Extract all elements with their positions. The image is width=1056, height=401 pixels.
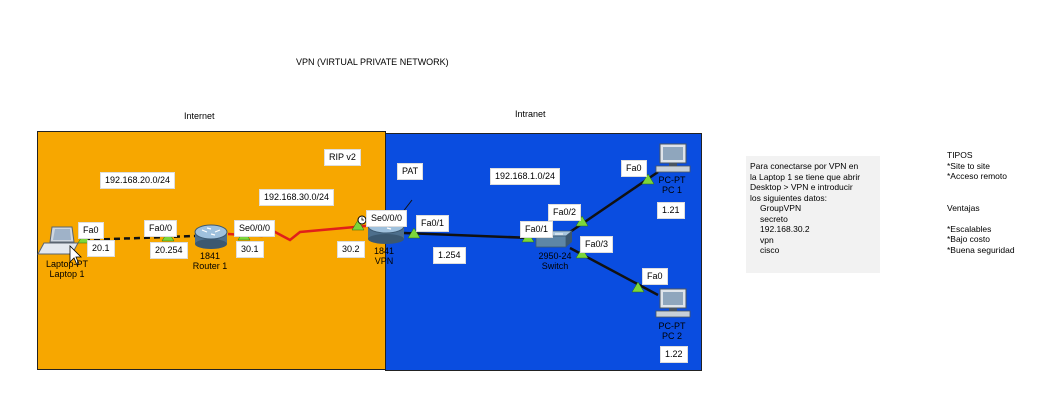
tipos-item: *Site to site — [947, 161, 1015, 172]
note-group-key: secreto — [750, 214, 876, 225]
device-model-vpn: 1841 — [364, 246, 404, 256]
ip-label-vpn-se: 30.2 — [337, 241, 365, 258]
ventajas-item: *Buena seguridad — [947, 245, 1015, 256]
ip-label-pc2: 1.22 — [660, 346, 688, 363]
port-label-sw-fa03: Fa0/3 — [580, 236, 613, 253]
vpn-types-advantages: TIPOS *Site to site *Acceso remoto Venta… — [947, 150, 1015, 255]
ip-label-pc1: 1.21 — [657, 202, 685, 219]
device-name-laptop: Laptop 1 — [42, 269, 92, 279]
port-label-sw-fa02: Fa0/2 — [548, 204, 581, 221]
ventajas-item: *Escalables — [947, 224, 1015, 235]
device-label-vpn: 1841 VPN — [364, 246, 404, 266]
device-name-pc2: PC 2 — [652, 331, 692, 341]
note-password: cisco — [750, 245, 876, 256]
note-line: Para conectarse por VPN en — [750, 161, 876, 172]
note-server-ip: 192.168.30.2 — [750, 224, 876, 235]
router1-icon[interactable] — [195, 225, 227, 249]
link-vpn-switch — [404, 233, 532, 238]
ip-label-r1-fa: 20.254 — [150, 242, 188, 259]
note-username: vpn — [750, 235, 876, 246]
spacer — [947, 213, 1015, 224]
ip-label-vpn-fa: 1.254 — [433, 247, 466, 264]
ventajas-title: Ventajas — [947, 203, 1015, 214]
port-label-laptop-fa0: Fa0 — [78, 222, 104, 239]
port-label-vpn-se000: Se0/0/0 — [366, 210, 407, 227]
device-type-pc2: PC-PT — [652, 321, 692, 331]
port-label-pc2-fa0: Fa0 — [642, 268, 668, 285]
network-label-192-168-30-0: 192.168.30.0/24 — [259, 189, 334, 206]
device-name-switch: Switch — [527, 261, 583, 271]
spacer — [947, 192, 1015, 203]
vpn-instructions-note: Para conectarse por VPN en la Laptop 1 s… — [746, 156, 880, 273]
device-label-router1: 1841 Router 1 — [185, 251, 235, 271]
clock-icon — [358, 216, 366, 224]
device-model-router1: 1841 — [185, 251, 235, 261]
network-label-192-168-20-0: 192.168.20.0/24 — [100, 172, 175, 189]
protocol-label-rip: RIP v2 — [324, 149, 361, 166]
ip-label-r1-se: 30.1 — [236, 241, 264, 258]
device-label-pc1: PC-PT PC 1 — [652, 175, 692, 195]
port-label-vpn-fa01: Fa0/1 — [416, 215, 449, 232]
pc1-icon[interactable] — [656, 144, 690, 172]
device-name-router1: Router 1 — [185, 261, 235, 271]
note-group-name: GroupVPN — [750, 203, 876, 214]
port-label-sw-fa01: Fa0/1 — [520, 221, 553, 238]
tipos-item: *Acceso remoto — [947, 171, 1015, 182]
device-label-switch: 2950-24 Switch — [527, 251, 583, 271]
device-label-laptop: Laptop-PT Laptop 1 — [42, 259, 92, 279]
note-line: Desktop > VPN e introducir — [750, 182, 876, 193]
device-label-pc2: PC-PT PC 2 — [652, 321, 692, 341]
note-line: la Laptop 1 se tiene que abrir — [750, 172, 876, 183]
ip-label-laptop: 20.1 — [87, 240, 115, 257]
spacer — [947, 182, 1015, 193]
tipos-title: TIPOS — [947, 150, 1015, 161]
device-model-switch: 2950-24 — [527, 251, 583, 261]
ventajas-item: *Bajo costo — [947, 234, 1015, 245]
protocol-label-pat: PAT — [397, 163, 423, 180]
port-label-r1-fa00: Fa0/0 — [144, 220, 177, 237]
note-line: los siguientes datos: — [750, 193, 876, 204]
device-type-laptop: Laptop-PT — [42, 259, 92, 269]
pc2-icon[interactable] — [656, 289, 690, 317]
port-label-pc1-fa0: Fa0 — [621, 160, 647, 177]
device-name-vpn: VPN — [364, 256, 404, 266]
network-label-192-168-1-0: 192.168.1.0/24 — [490, 168, 560, 185]
port-label-r1-se000: Se0/0/0 — [234, 220, 275, 237]
device-type-pc1: PC-PT — [652, 175, 692, 185]
device-name-pc1: PC 1 — [652, 185, 692, 195]
